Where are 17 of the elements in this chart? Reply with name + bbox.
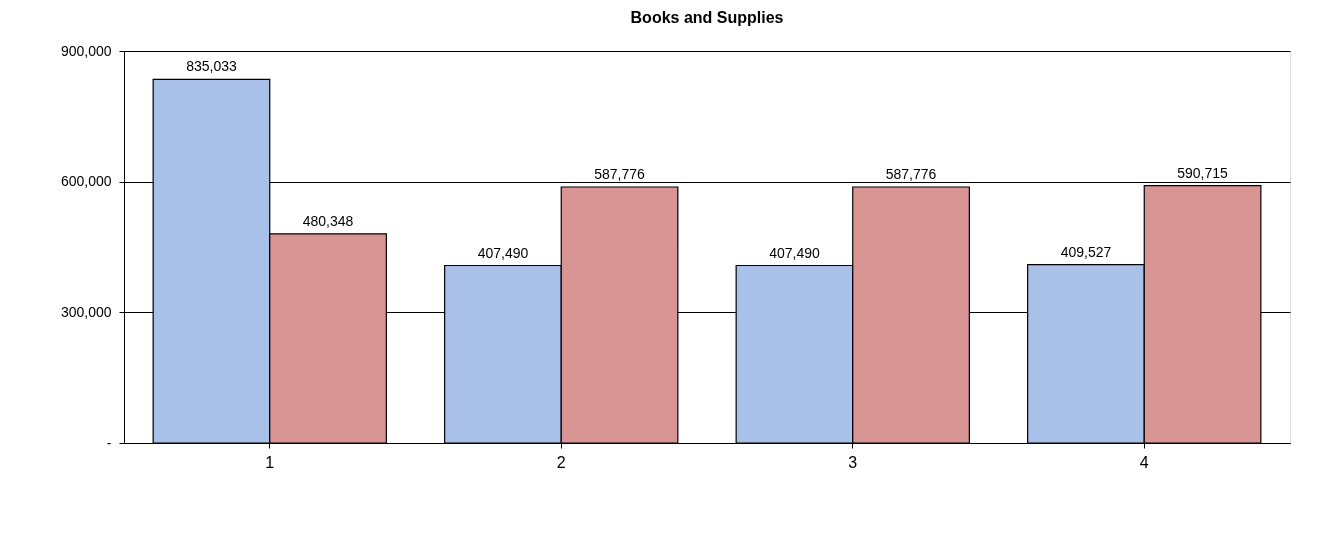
x-tick-label: 3: [848, 453, 858, 471]
x-tick-label: 4: [1139, 453, 1149, 471]
y-tick-label: 600,000: [60, 173, 112, 190]
data-label: 407,490: [769, 244, 820, 261]
data-label: 409,527: [1060, 243, 1112, 260]
y-tick-label: -: [106, 434, 112, 451]
x-tick-label: 1: [265, 453, 275, 471]
data-label: 587,776: [885, 165, 937, 182]
chart-title: Books and Supplies: [630, 9, 784, 26]
data-label: 407,490: [477, 244, 529, 261]
data-label: 835,033: [186, 58, 237, 75]
x-tick-label: 2: [556, 453, 566, 471]
y-tick-label: 300,000: [60, 303, 112, 320]
data-label: 587,776: [594, 165, 646, 182]
data-label: 590,715: [1177, 164, 1229, 181]
data-label: 480,348: [302, 212, 354, 229]
y-tick-label: 900,000: [60, 42, 112, 59]
